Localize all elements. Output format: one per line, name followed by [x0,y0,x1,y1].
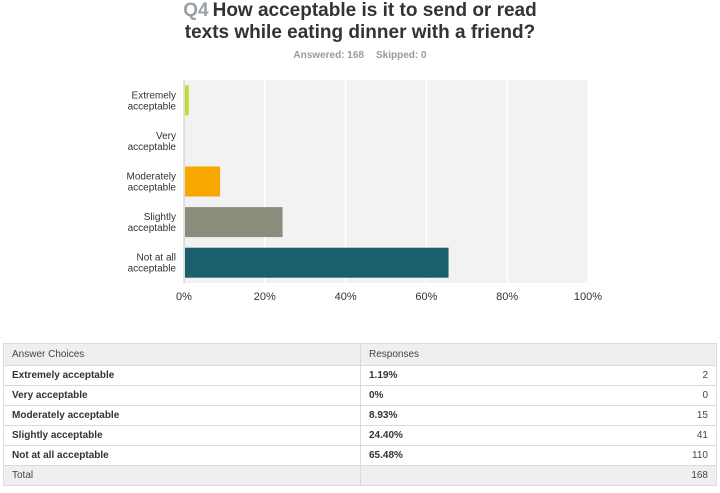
category-label: Extremely acceptable [128,90,177,112]
row-percent: 24.40% [360,425,441,446]
bar [185,247,449,278]
skipped-count: Skipped: 0 [376,50,427,61]
category-label-line: acceptable [128,101,177,112]
row-choice: Not at all acceptable [3,445,361,466]
x-tick-label: 40% [335,291,357,303]
row-choice: Slightly acceptable [3,425,361,446]
x-tick-label: 20% [254,291,276,303]
total-count: 168 [440,465,717,486]
category-label: Not at all acceptable [128,253,177,275]
bar-chart: 0% 20% 40% 60% 80% 100%Extremely acceptableVer… [127,80,602,303]
category-label-line: Slightly [144,212,176,223]
question-title: Q4 How acceptable is it to send or read t… [0,0,720,44]
category-label-line: acceptable [128,223,177,234]
header-responses: Responses [360,343,717,366]
row-choice: Very acceptable [3,385,361,406]
row-choice: Extremely acceptable [3,365,361,386]
category-label-line: Very [156,131,176,142]
row-count: 15 [440,405,717,426]
row-percent: 1.19% [360,365,441,386]
category-label-line: acceptable [128,183,177,194]
category-label-line: acceptable [128,142,177,153]
row-percent: 65.48% [360,445,441,466]
total-spacer [360,465,441,486]
table-header-row: Answer Choices Responses [3,343,717,366]
row-count: 110 [440,445,717,466]
table-row: Extremely acceptable 1.19% 2 [3,365,717,386]
x-tick-label: 0% [176,291,192,303]
response-stats: Answered: 168 Skipped: 0 [0,50,720,61]
header-answer-choices: Answer Choices [3,343,361,366]
x-tick-label: 100% [574,291,602,303]
category-label: Slightly acceptable [128,212,177,234]
answered-count: Answered: 168 [293,50,364,61]
table-row: Very acceptable 0% 0 [3,385,717,406]
table-row: Slightly acceptable 24.40% 41 [3,425,717,446]
row-count: 41 [440,425,717,446]
category-label-line: Moderately [127,172,176,183]
x-tick-label: 80% [496,291,518,303]
row-percent: 0% [360,385,441,406]
table-row: Not at all acceptable 65.48% 110 [3,445,717,466]
question-text-line-1: How acceptable is it to send or read [212,0,537,21]
table-total-row: Total 168 [3,465,717,486]
category-label: Moderately acceptable [127,172,177,194]
category-label: Very acceptable [128,131,177,153]
row-count: 2 [440,365,717,386]
category-label-line: Not at all [137,253,176,264]
category-label-line: Extremely [132,90,176,101]
row-count: 0 [440,385,717,406]
row-percent: 8.93% [360,405,441,426]
table-row: Moderately acceptable 8.93% 15 [3,405,717,426]
question-text-line-2: texts while eating dinner with a friend? [184,22,536,43]
row-choice: Moderately acceptable [3,405,361,426]
x-tick-label: 60% [415,291,437,303]
responses-table: Answer Choices Responses Extremely accep… [3,343,717,486]
bar [185,207,283,238]
category-label-line: acceptable [128,264,177,275]
question-number: Q4 [183,0,209,21]
bar [185,166,221,197]
question-title-line-1: Q4 How acceptable is it to send or read [0,0,720,22]
bar [185,85,189,116]
total-label: Total [3,465,361,486]
